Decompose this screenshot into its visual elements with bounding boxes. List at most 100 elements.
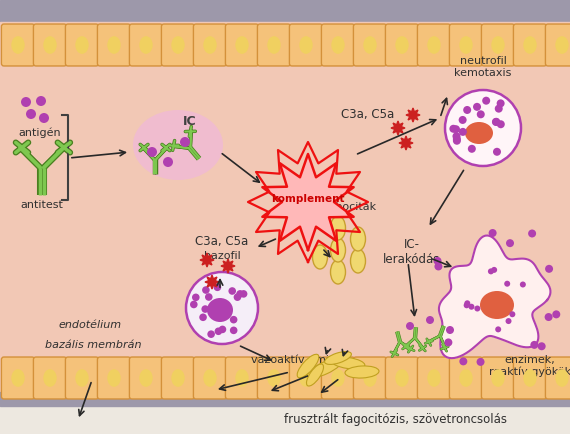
Ellipse shape (308, 358, 343, 378)
Text: enzimek,
reaktív gyökök: enzimek, reaktív gyökök (489, 355, 570, 377)
FancyBboxPatch shape (321, 357, 355, 399)
Ellipse shape (240, 290, 247, 298)
FancyBboxPatch shape (449, 24, 483, 66)
Ellipse shape (445, 339, 453, 346)
Ellipse shape (43, 36, 57, 54)
Ellipse shape (459, 116, 467, 124)
Ellipse shape (491, 36, 504, 54)
FancyBboxPatch shape (34, 24, 67, 66)
Ellipse shape (235, 36, 249, 54)
Ellipse shape (351, 227, 365, 251)
FancyBboxPatch shape (258, 357, 291, 399)
Ellipse shape (491, 369, 504, 387)
Ellipse shape (523, 36, 537, 54)
Ellipse shape (11, 36, 25, 54)
Ellipse shape (491, 267, 497, 273)
Ellipse shape (214, 283, 221, 291)
FancyBboxPatch shape (161, 357, 194, 399)
Ellipse shape (230, 316, 238, 323)
Ellipse shape (163, 157, 173, 167)
Ellipse shape (207, 298, 233, 322)
Polygon shape (406, 108, 420, 122)
Ellipse shape (469, 304, 474, 310)
Ellipse shape (75, 369, 89, 387)
Ellipse shape (307, 364, 324, 386)
Ellipse shape (482, 97, 490, 105)
Ellipse shape (434, 257, 442, 265)
Ellipse shape (555, 369, 569, 387)
Ellipse shape (207, 330, 215, 338)
FancyBboxPatch shape (385, 24, 418, 66)
Ellipse shape (201, 305, 209, 313)
Polygon shape (439, 236, 551, 358)
Text: vazoaktív aminok: vazoaktív aminok (251, 355, 349, 365)
Ellipse shape (395, 36, 409, 54)
Ellipse shape (215, 328, 222, 335)
Ellipse shape (426, 316, 434, 324)
Text: C3a, C5a: C3a, C5a (341, 108, 394, 121)
Ellipse shape (186, 272, 258, 344)
Ellipse shape (545, 265, 553, 273)
Ellipse shape (492, 118, 500, 126)
Text: neutrofil
kemotaxis: neutrofil kemotaxis (454, 56, 512, 78)
FancyBboxPatch shape (193, 24, 227, 66)
Ellipse shape (39, 113, 49, 123)
Text: trombociták: trombociták (310, 202, 377, 212)
Ellipse shape (463, 106, 471, 114)
FancyBboxPatch shape (258, 24, 291, 66)
Ellipse shape (468, 145, 476, 153)
Polygon shape (262, 154, 353, 250)
Ellipse shape (237, 290, 244, 298)
Ellipse shape (139, 369, 153, 387)
FancyBboxPatch shape (482, 357, 515, 399)
Ellipse shape (506, 318, 511, 324)
Ellipse shape (230, 326, 238, 334)
Ellipse shape (267, 369, 280, 387)
Ellipse shape (11, 369, 25, 387)
Ellipse shape (453, 137, 461, 145)
Ellipse shape (477, 358, 484, 366)
Ellipse shape (463, 302, 470, 308)
Text: frusztrált fagocitózis, szövetroncsolás: frusztrált fagocitózis, szövetroncsolás (283, 414, 507, 427)
Ellipse shape (446, 326, 454, 334)
FancyBboxPatch shape (66, 357, 99, 399)
Ellipse shape (205, 293, 213, 301)
FancyBboxPatch shape (129, 24, 162, 66)
FancyBboxPatch shape (385, 357, 418, 399)
Ellipse shape (203, 369, 217, 387)
Ellipse shape (497, 120, 505, 128)
Ellipse shape (203, 36, 217, 54)
FancyBboxPatch shape (290, 357, 323, 399)
Ellipse shape (171, 36, 185, 54)
Ellipse shape (504, 281, 510, 287)
Ellipse shape (434, 263, 442, 270)
Ellipse shape (496, 99, 504, 107)
Polygon shape (200, 253, 214, 267)
FancyBboxPatch shape (1, 357, 35, 399)
Ellipse shape (139, 36, 153, 54)
Ellipse shape (538, 342, 545, 350)
Ellipse shape (449, 125, 457, 133)
Ellipse shape (351, 249, 365, 273)
Ellipse shape (297, 354, 319, 378)
Ellipse shape (493, 148, 501, 156)
Ellipse shape (180, 137, 190, 147)
FancyBboxPatch shape (482, 24, 515, 66)
Ellipse shape (528, 230, 536, 237)
FancyBboxPatch shape (97, 24, 131, 66)
Ellipse shape (552, 310, 560, 319)
Ellipse shape (480, 291, 514, 319)
FancyBboxPatch shape (545, 24, 570, 66)
Ellipse shape (555, 36, 569, 54)
Ellipse shape (331, 36, 345, 54)
FancyBboxPatch shape (1, 24, 35, 66)
Text: bazofil: bazofil (203, 251, 241, 261)
Ellipse shape (190, 301, 198, 308)
Ellipse shape (21, 97, 31, 107)
FancyBboxPatch shape (353, 24, 386, 66)
Ellipse shape (395, 369, 409, 387)
Ellipse shape (75, 36, 89, 54)
Ellipse shape (428, 36, 441, 54)
Ellipse shape (324, 352, 351, 365)
Polygon shape (221, 259, 235, 273)
